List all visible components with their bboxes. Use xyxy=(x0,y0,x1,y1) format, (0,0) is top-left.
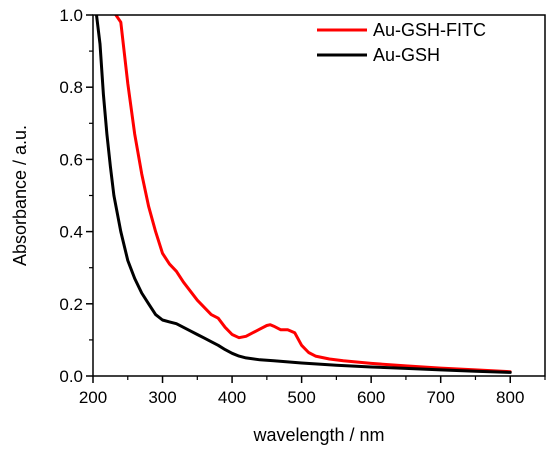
x-tick-label: 300 xyxy=(148,388,176,407)
y-axis-label: Absorbance / a.u. xyxy=(10,125,30,266)
x-tick-label: 500 xyxy=(287,388,315,407)
legend-label-1: Au-GSH-FITC xyxy=(373,20,486,40)
x-tick-label: 200 xyxy=(79,388,107,407)
y-tick-label: 0.4 xyxy=(59,223,83,242)
y-tick-label: 0.2 xyxy=(59,295,83,314)
x-tick-label: 400 xyxy=(218,388,246,407)
plot-frame xyxy=(92,14,546,377)
x-tick-label: 600 xyxy=(357,388,385,407)
y-tick-label: 1.0 xyxy=(59,6,83,25)
series-line-2 xyxy=(95,15,512,374)
x-tick-label: 700 xyxy=(427,388,455,407)
series-line-1 xyxy=(114,15,512,374)
y-tick-label: 0.0 xyxy=(59,367,83,386)
y-tick-label: 0.8 xyxy=(59,78,83,97)
legend-label-2: Au-GSH xyxy=(373,45,440,65)
x-tick-label: 800 xyxy=(496,388,524,407)
x-axis-label: wavelength / nm xyxy=(252,425,384,445)
y-tick-label: 0.6 xyxy=(59,150,83,169)
legend: Au-GSH-FITC Au-GSH xyxy=(317,20,486,65)
